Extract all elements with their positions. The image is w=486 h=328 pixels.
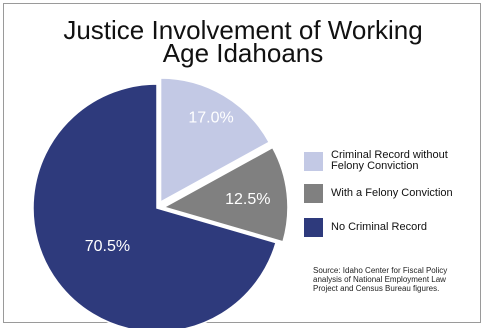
legend-label-line: No Criminal Record <box>331 221 427 233</box>
legend-label-line: With a Felony Conviction <box>331 187 453 199</box>
legend-swatch <box>304 184 323 203</box>
legend-label: No Criminal Record <box>331 222 486 233</box>
legend-label: Criminal Record without Felony Convictio… <box>331 150 486 172</box>
legend-swatch <box>304 218 323 237</box>
pie-data-label: 70.5% <box>85 238 130 255</box>
source-line: analysis of National Employment Law <box>313 275 446 284</box>
legend-label: With a Felony Conviction <box>331 188 486 199</box>
source-line: Source: Idaho Center for Fiscal Policy <box>313 266 448 275</box>
chart-title: Justice Involvement of Working Age Idaho… <box>40 15 446 68</box>
legend-swatch <box>304 152 323 171</box>
pie-slice <box>159 77 271 204</box>
legend-label-line: Felony Conviction <box>331 160 419 172</box>
pie-data-label: 17.0% <box>188 110 233 127</box>
legend-label-line: Criminal Record without <box>331 149 448 161</box>
pie-slice <box>32 83 278 328</box>
pie-data-label: 12.5% <box>225 191 270 208</box>
chart-title-line-1: Justice Involvement of Working <box>63 15 423 45</box>
chart-title-line-2: Age Idahoans <box>162 38 324 68</box>
source-note: Source: Idaho Center for Fiscal Policy a… <box>313 266 473 293</box>
pie-slice <box>162 146 289 243</box>
source-line: Project and Census Bureau figures. <box>313 284 440 293</box>
